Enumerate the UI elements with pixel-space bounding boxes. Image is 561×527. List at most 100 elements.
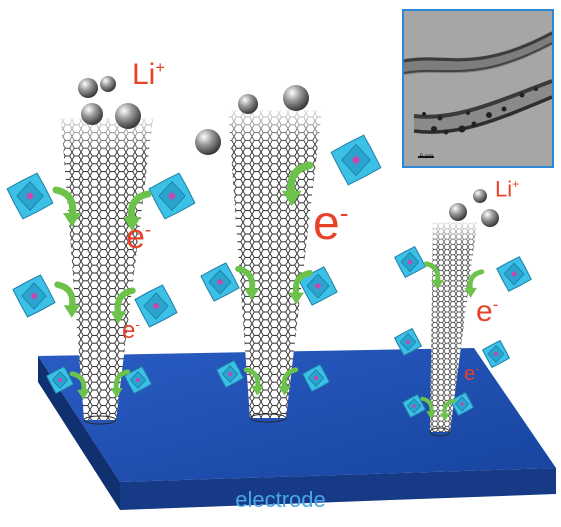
arrow-head xyxy=(431,279,444,290)
cluster-core xyxy=(352,156,360,164)
arrow-shaft xyxy=(113,369,131,393)
polyoxometalate-cluster xyxy=(496,256,532,292)
lithium-ion-sphere xyxy=(481,209,499,227)
electron-arrow xyxy=(288,269,313,305)
li-text-small: Li xyxy=(495,176,513,202)
nanotube-base xyxy=(429,427,451,437)
cluster-core xyxy=(460,402,464,406)
arrow-shaft xyxy=(467,269,485,293)
electron-charge: - xyxy=(144,218,152,240)
polyoxometalate-cluster xyxy=(6,172,54,220)
lithium-ion-sphere xyxy=(238,94,258,114)
nanotube-top-fade xyxy=(61,118,153,420)
arrow-shaft xyxy=(52,186,77,220)
cluster-core xyxy=(152,302,160,310)
polyoxometalate-clusters xyxy=(6,134,532,419)
arrow-shaft xyxy=(287,161,314,198)
electron-arrow xyxy=(110,369,131,398)
electron-arrow xyxy=(52,186,81,227)
li-charge: + xyxy=(155,59,165,77)
arrow-shaft xyxy=(420,396,434,415)
nanotube-top-fade xyxy=(430,222,477,432)
tem-image xyxy=(404,11,552,166)
lithium-ion-sphere xyxy=(473,189,487,203)
cluster-core xyxy=(494,352,498,356)
polyoxometalate-cluster xyxy=(134,284,178,328)
electron-arrow xyxy=(69,371,90,400)
tem-micrograph-inset: 5 nm xyxy=(402,9,554,168)
cluster-core xyxy=(26,192,34,200)
arrow-shaft xyxy=(127,190,152,224)
arrow-head xyxy=(251,385,264,396)
cluster-core xyxy=(228,372,232,376)
arrow-shaft xyxy=(114,287,136,318)
electron-text: e xyxy=(476,295,493,328)
electron-label-left-upper: e- xyxy=(126,220,151,254)
lithium-ion-spheres xyxy=(78,76,499,227)
li-charge-small: + xyxy=(512,177,520,191)
li-ion-label-small: Li+ xyxy=(495,178,519,200)
cluster-core xyxy=(58,378,62,382)
electron-charge: - xyxy=(339,198,349,228)
electron-arrow xyxy=(123,190,152,231)
lithium-ion-sphere xyxy=(115,103,141,129)
electron-transfer-arrows xyxy=(52,161,485,422)
arrow-shaft xyxy=(243,367,261,391)
electron-text: e xyxy=(126,218,145,256)
electron-arrow xyxy=(54,281,80,318)
electrode-label: electrode xyxy=(235,487,326,512)
lithium-ion-sphere xyxy=(81,103,103,125)
li-text: Li xyxy=(132,58,156,91)
arrow-head xyxy=(278,385,291,396)
arrow-head xyxy=(123,217,141,231)
electron-arrow xyxy=(423,261,444,290)
electron-arrow xyxy=(420,396,437,420)
arrow-shaft xyxy=(69,371,87,395)
polyoxometalate-cluster xyxy=(200,262,240,302)
cluster-core xyxy=(314,376,318,380)
electron-arrow xyxy=(281,161,314,207)
lithium-ion-sphere xyxy=(283,85,309,111)
arrow-head xyxy=(63,305,80,318)
electron-text: e xyxy=(464,363,476,385)
cluster-core xyxy=(217,279,223,285)
lithium-ion-sphere xyxy=(449,203,467,221)
lithium-ion-sphere xyxy=(195,129,221,155)
arrow-head xyxy=(63,213,81,227)
nanotube xyxy=(429,222,477,437)
arrow-head xyxy=(426,411,437,420)
nanotube-base xyxy=(83,415,117,425)
electrode-left-face xyxy=(38,356,120,510)
arrow-head xyxy=(281,190,302,207)
cluster-core xyxy=(315,283,321,289)
arrow-head xyxy=(244,288,260,301)
nanotube-top-fade xyxy=(228,110,322,418)
polyoxometalate-cluster xyxy=(330,134,382,186)
electrode-top-face xyxy=(38,348,556,482)
electron-charge: - xyxy=(492,296,499,314)
electrode-front-face xyxy=(120,468,556,510)
polyoxometalate-cluster xyxy=(148,172,196,220)
electron-arrow xyxy=(278,367,299,396)
cluster-core xyxy=(412,404,416,408)
lithium-ion-sphere xyxy=(100,76,116,92)
lithium-ion-sphere xyxy=(78,78,98,98)
electron-label-right-lower: e- xyxy=(464,364,479,384)
polyoxometalate-cluster xyxy=(45,365,75,395)
scale-bar-label: 5 nm xyxy=(420,154,434,160)
electron-text: e xyxy=(313,197,340,250)
electron-arrow xyxy=(235,265,260,301)
polyoxometalate-cluster xyxy=(401,393,427,419)
arrow-shaft xyxy=(235,265,256,294)
nanotubes xyxy=(61,110,477,437)
polyoxometalate-cluster xyxy=(215,359,245,389)
arrow-shaft xyxy=(292,269,313,298)
electron-charge: - xyxy=(475,363,479,376)
arrow-head xyxy=(288,292,304,305)
polyoxometalate-cluster xyxy=(301,363,331,393)
arrow-head xyxy=(464,287,477,298)
electron-label-right-upper: e- xyxy=(476,297,498,327)
cluster-core xyxy=(511,271,517,277)
arrow-head xyxy=(110,311,127,324)
cluster-core xyxy=(136,378,140,382)
